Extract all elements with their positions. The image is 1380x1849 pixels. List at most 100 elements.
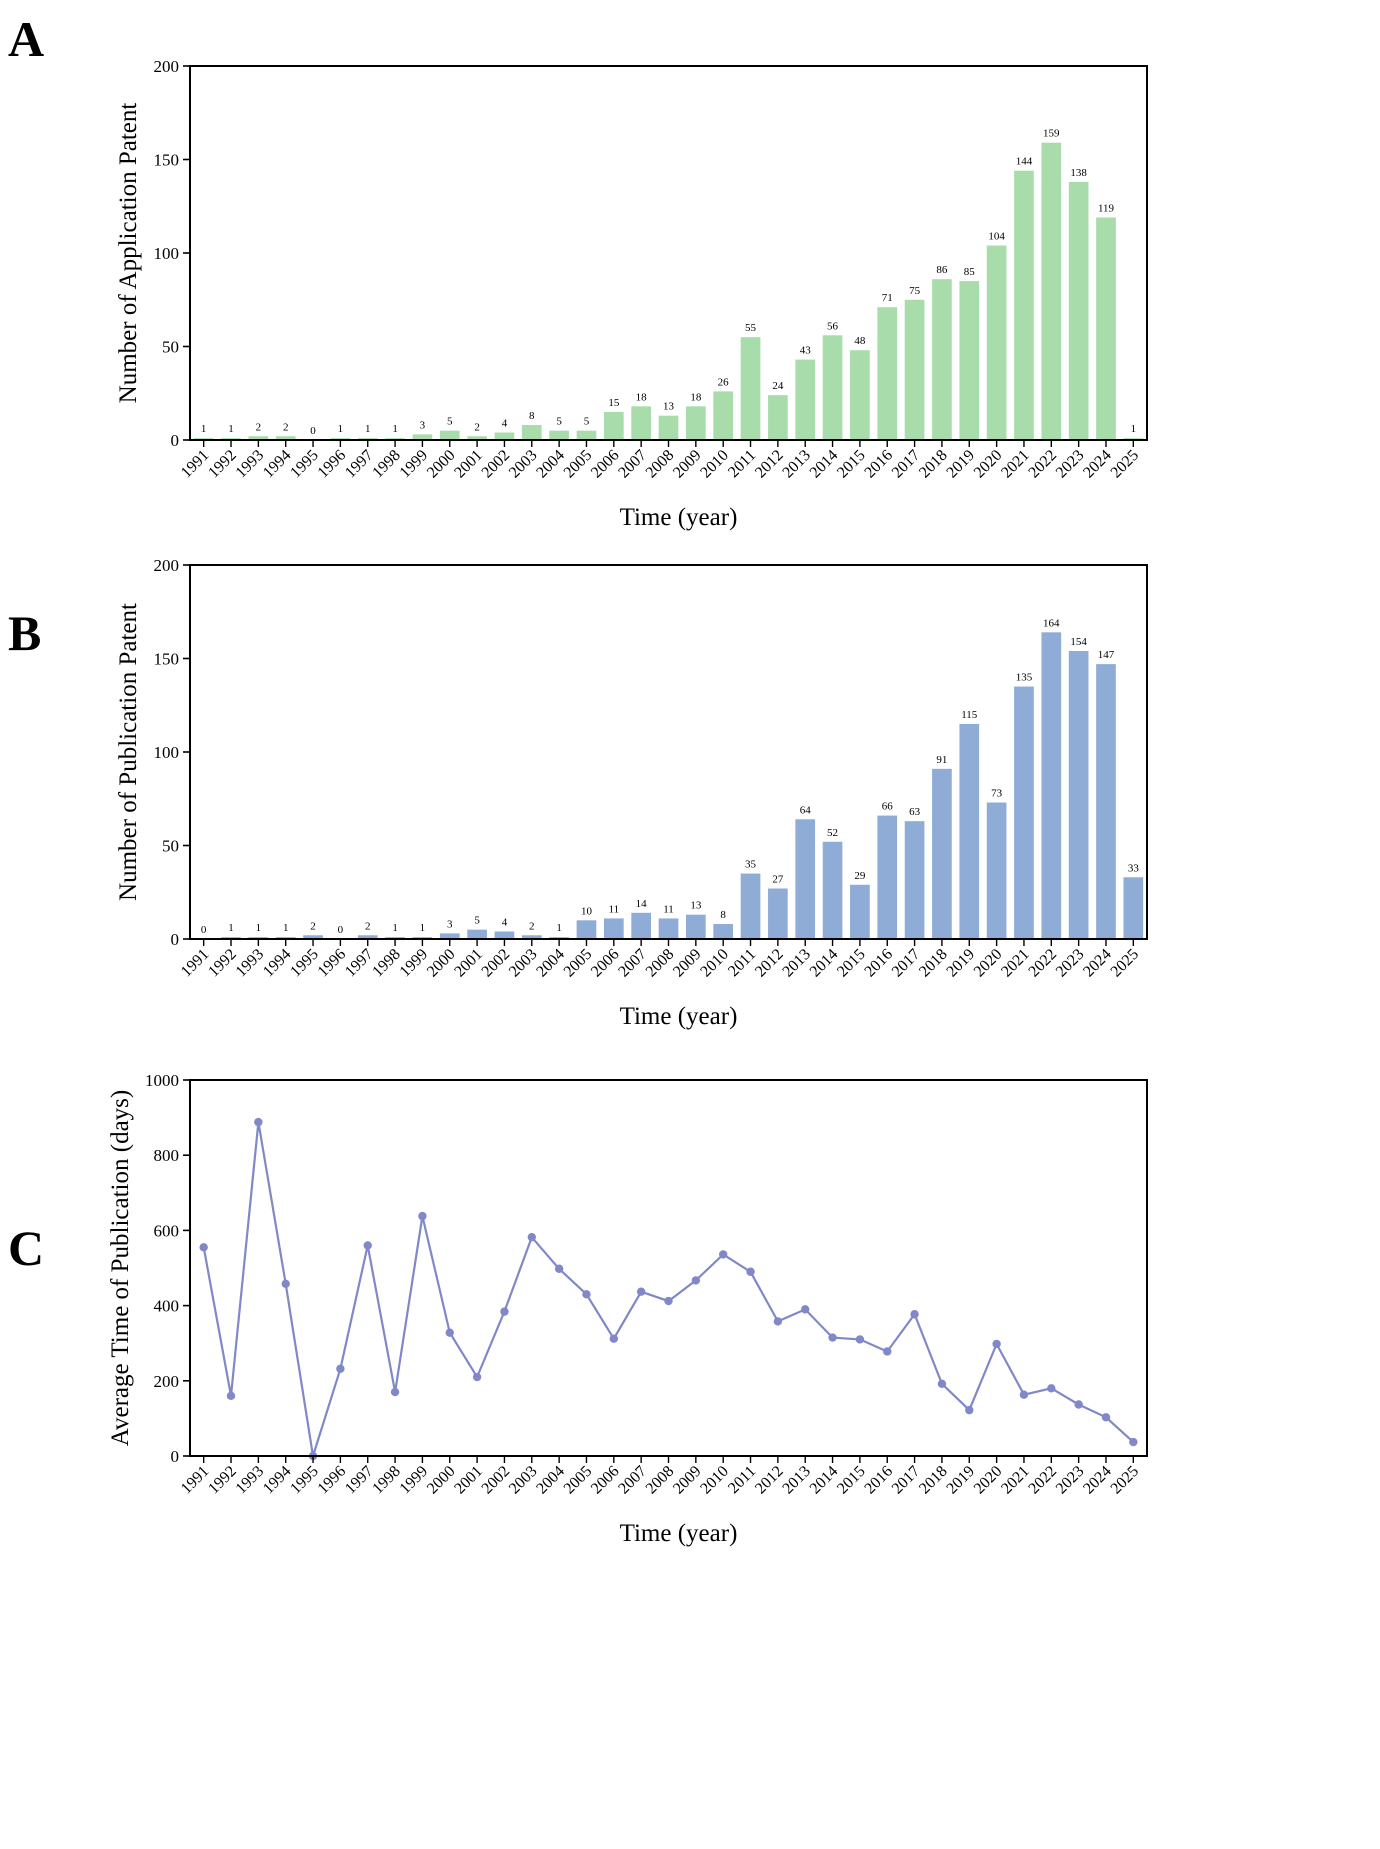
bar-b-2023 [1068, 651, 1089, 939]
bar-b-2012 [768, 888, 788, 939]
bar-label-a-2008: 13 [663, 401, 675, 413]
x-tick-label-b-2004: 2004 [533, 946, 568, 981]
bar-label-a-2024: 119 [1098, 202, 1115, 214]
point-c-1996 [336, 1364, 345, 1373]
y-tick-label-a-50: 50 [162, 338, 179, 357]
y-axis-title-a: Number of Application Patent [115, 103, 142, 404]
bar-b-2001 [467, 929, 487, 939]
x-tick-label-a-2015: 2015 [834, 447, 869, 482]
x-tick-label-a-2021: 2021 [998, 447, 1033, 482]
x-tick-label-c-1996: 1996 [315, 1463, 350, 1498]
x-tick-label-b-1994: 1994 [260, 946, 295, 981]
x-tick-label-b-1991: 1991 [178, 946, 213, 981]
bar-b-2019 [959, 723, 980, 939]
x-tick-label-a-2020: 2020 [971, 447, 1006, 482]
bar-label-b-1999: 1 [420, 922, 426, 934]
bar-label-b-2001: 5 [474, 915, 480, 927]
x-tick-label-b-2006: 2006 [588, 946, 623, 981]
x-tick-label-a-2013: 2013 [779, 447, 814, 482]
point-c-2025 [1129, 1437, 1138, 1447]
panel-letter-b: B [8, 605, 42, 661]
bar-label-a-1997: 1 [365, 423, 371, 435]
x-tick-label-c-2015: 2015 [834, 1463, 869, 1498]
x-tick-label-a-2016: 2016 [861, 447, 896, 482]
x-tick-label-a-2009: 2009 [670, 447, 705, 482]
point-c-2002 [500, 1307, 509, 1316]
x-tick-label-c-2016: 2016 [861, 1463, 896, 1498]
bar-label-b-1997: 2 [365, 920, 371, 932]
y-tick-label-b-50: 50 [162, 837, 179, 856]
x-tick-label-c-1993: 1993 [233, 1463, 268, 1498]
x-tick-label-c-2012: 2012 [752, 1463, 787, 1498]
x-axis-title-c: Time (year) [620, 1520, 738, 1547]
bar-label-b-2011: 35 [745, 859, 757, 871]
bar-a-2001 [467, 436, 487, 440]
point-c-2000 [445, 1328, 454, 1337]
y-tick-label-c-400: 400 [154, 1297, 180, 1316]
bar-label-a-2010: 26 [718, 376, 730, 388]
x-tick-label-c-2008: 2008 [643, 1463, 678, 1498]
x-tick-label-b-2001: 2001 [451, 946, 486, 981]
point-c-1999 [418, 1211, 427, 1221]
x-tick-label-b-2024: 2024 [1080, 946, 1115, 981]
bar-a-2002 [494, 432, 515, 440]
x-tick-label-a-2001: 2001 [451, 447, 486, 482]
point-c-2021 [1019, 1390, 1029, 1399]
point-c-2016 [883, 1347, 892, 1356]
bar-label-b-2020: 73 [991, 787, 1003, 799]
point-c-2018 [937, 1379, 947, 1389]
x-tick-label-b-2021: 2021 [998, 946, 1033, 981]
bar-label-a-2006: 15 [608, 397, 620, 409]
bar-label-b-2017: 63 [909, 806, 921, 818]
x-tick-label-b-1998: 1998 [369, 946, 404, 981]
bar-label-a-2025: 1 [1131, 423, 1137, 435]
bar-label-b-2013: 64 [800, 804, 812, 816]
point-c-2007 [636, 1287, 646, 1296]
bar-label-a-2000: 5 [447, 416, 453, 428]
point-c-2015 [855, 1335, 865, 1344]
x-tick-label-b-2016: 2016 [861, 946, 896, 981]
y-axis-title-c: Average Time of Publication (days) [107, 1090, 134, 1446]
bar-label-a-2013: 43 [800, 345, 812, 357]
panel-c: C 0 200 400 600 800 1000 1991 1992 1993 1994 1995 1… [0, 1071, 1380, 1809]
x-tick-label-a-2006: 2006 [588, 447, 623, 482]
x-tick-label-a-2011: 2011 [725, 447, 759, 481]
x-tick-label-b-1997: 1997 [342, 946, 377, 981]
y-tick-label-c-800: 800 [154, 1146, 180, 1165]
bar-label-a-2009: 18 [690, 391, 702, 403]
bar-a-2019 [959, 281, 980, 440]
y-tick-label-a-150: 150 [154, 151, 180, 170]
bar-label-a-1994: 2 [283, 421, 289, 433]
x-tick-label-a-2023: 2023 [1053, 447, 1088, 482]
x-tick-label-c-2021: 2021 [998, 1463, 1033, 1498]
bar-a-2010 [713, 391, 734, 440]
plot-group-c: 0200400600800100019911992199319941995199… [107, 1071, 1148, 1547]
bar-b-2000 [439, 933, 460, 939]
x-tick-label-a-1995: 1995 [287, 447, 322, 482]
bar-label-a-1992: 1 [228, 423, 234, 435]
x-tick-label-a-2017: 2017 [889, 447, 924, 482]
bar-b-2003 [521, 935, 542, 939]
bar-label-b-2019: 115 [961, 709, 978, 721]
bar-label-a-2017: 75 [909, 285, 921, 297]
bar-b-2025 [1123, 877, 1144, 939]
bar-label-b-1992: 1 [228, 922, 234, 934]
x-tick-label-b-1992: 1992 [205, 946, 240, 981]
y-tick-label-a-0: 0 [171, 431, 180, 450]
x-tick-label-c-2013: 2013 [779, 1463, 814, 1498]
bar-label-b-2012: 27 [772, 874, 784, 886]
x-tick-label-a-2010: 2010 [697, 447, 732, 482]
x-tick-label-b-2015: 2015 [834, 946, 869, 981]
point-c-2003 [527, 1232, 536, 1242]
bar-a-2011 [740, 337, 761, 440]
x-tick-label-b-2022: 2022 [1025, 946, 1060, 981]
point-c-1991 [199, 1243, 208, 1252]
bar-b-1997 [357, 935, 378, 939]
bar-label-a-1993: 2 [256, 421, 262, 433]
series-line-c [202, 1121, 1135, 1457]
bar-label-b-2022: 164 [1043, 617, 1060, 629]
bar-label-b-2010: 8 [720, 909, 726, 921]
bar-label-b-2007: 14 [636, 898, 648, 910]
x-tick-label-a-1991: 1991 [178, 447, 213, 482]
bar-label-b-1993: 1 [256, 922, 262, 934]
